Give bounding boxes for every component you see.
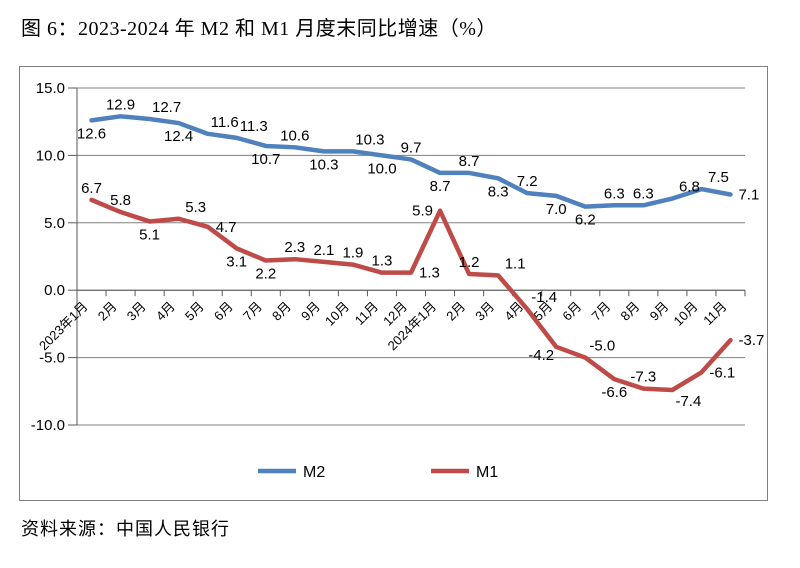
y-axis-tick-label: 10.0 <box>36 147 65 164</box>
m1-data-label: 5.1 <box>139 226 160 243</box>
figure-title: 图 6：2023-2024 年 M2 和 M1 月度末同比增速（%） <box>21 18 497 40</box>
y-axis-tick-label: 5.0 <box>44 215 65 232</box>
x-axis-label: 10月 <box>322 299 352 329</box>
m2-data-label: 8.3 <box>488 183 509 200</box>
m1-data-label: -1.4 <box>531 289 557 306</box>
m2-data-label: 7.1 <box>738 186 759 203</box>
m2-data-label: 8.7 <box>459 153 480 170</box>
m1-data-label: 1.1 <box>505 255 526 272</box>
m2-data-label: 10.7 <box>251 151 280 168</box>
x-axis-label: 2月 <box>443 299 468 324</box>
y-axis-tick-label: 15.0 <box>36 80 65 97</box>
x-axis-label: 4月 <box>153 299 178 324</box>
m1-data-label: 3.1 <box>226 253 247 270</box>
m1-data-label: 5.9 <box>412 203 433 220</box>
m1-data-label: 4.7 <box>216 219 237 236</box>
m1-data-label: -6.1 <box>709 364 735 381</box>
m2-line <box>89 114 733 209</box>
y-axis-tick-label: -10.0 <box>31 417 65 434</box>
m1-data-label: 1.2 <box>459 254 480 271</box>
m2-data-label: 11.6 <box>211 114 239 131</box>
m2-data-label: 10.3 <box>355 131 384 148</box>
m1-data-label: 6.7 <box>81 180 102 197</box>
legend-label-m2: M2 <box>303 464 325 481</box>
m1-data-label: -7.3 <box>630 369 656 386</box>
m2-data-label: 7.0 <box>546 201 567 218</box>
m2-data-label: 7.2 <box>517 173 538 190</box>
m2-data-label: 12.7 <box>152 99 181 116</box>
m1-data-label: 1.3 <box>419 265 440 282</box>
m2-data-label: 8.7 <box>430 178 451 195</box>
x-axis-label: 11月 <box>352 299 381 328</box>
x-axis-label: 2023年1月 <box>36 299 91 354</box>
x-axis-label: 7月 <box>240 299 265 324</box>
legend-label-m1: M1 <box>476 464 498 481</box>
source-note: 资料来源：中国人民银行 <box>21 519 230 539</box>
x-axis-label: 9月 <box>647 299 672 324</box>
x-axis-label: 6月 <box>559 299 584 324</box>
m1-data-label: -7.4 <box>675 393 701 410</box>
x-axis-label: 8月 <box>269 299 294 324</box>
m2-data-label: 10.6 <box>280 127 309 144</box>
m2-data-label: 10.3 <box>309 156 338 173</box>
m2-data-label: 6.2 <box>575 212 596 229</box>
y-axis-tick-label: -5.0 <box>39 350 65 367</box>
m2-data-label: 6.8 <box>679 179 700 196</box>
x-axis-label: 2月 <box>95 299 120 324</box>
m2-data-label: 12.6 <box>77 125 106 142</box>
m2-data-label: 12.4 <box>164 128 193 145</box>
m1-data-label: 1.9 <box>342 245 363 262</box>
m1-data-label: -4.2 <box>528 347 554 364</box>
x-axis-label: 7月 <box>589 299 614 324</box>
m1-data-label: 2.1 <box>313 242 334 259</box>
m1-data-label: -3.7 <box>738 332 764 349</box>
m2-data-label: 12.9 <box>106 96 135 113</box>
m1-data-label: 1.3 <box>372 253 393 270</box>
x-axis-label: 10月 <box>671 299 701 329</box>
m1-data-label: 2.3 <box>284 239 305 256</box>
m2-data-label: 6.3 <box>633 185 654 202</box>
m1-data-label: -6.6 <box>601 384 627 401</box>
x-axis-label: 3月 <box>124 299 149 324</box>
y-axis-tick-label: 0.0 <box>44 282 65 299</box>
m1-data-label: 5.8 <box>110 192 131 209</box>
x-axis-label: 11月 <box>700 299 729 328</box>
m1-data-label: -5.0 <box>589 338 615 355</box>
x-axis-label: 6月 <box>211 299 236 324</box>
x-axis-label: 9月 <box>298 299 323 324</box>
m2-data-label: 9.7 <box>401 139 422 156</box>
m2-data-label: 11.3 <box>240 118 268 135</box>
m2-data-label: 6.3 <box>604 185 625 202</box>
x-axis-label: 5月 <box>182 299 207 324</box>
x-axis-label: 3月 <box>472 299 497 324</box>
m2-data-label: 10.0 <box>367 160 396 177</box>
m1-data-label: 5.3 <box>185 199 206 216</box>
chart-frame: 15.0 10.0 5.0 0.0 -5.0 -10.0 2023年1月 2月 3月 4月 5月 6月… <box>19 66 768 501</box>
m1-data-label: 2.2 <box>255 266 276 283</box>
m1-line <box>89 197 733 393</box>
x-axis-label: 8月 <box>618 299 643 324</box>
m2-data-label: 7.5 <box>708 169 729 186</box>
